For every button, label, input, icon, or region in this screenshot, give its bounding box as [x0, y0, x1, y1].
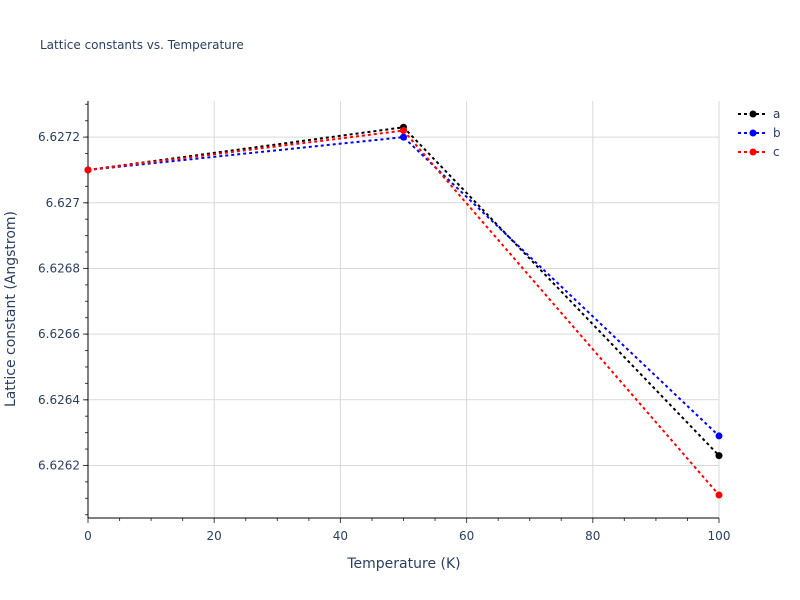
data-point-a[interactable] — [715, 452, 723, 460]
y-tick-label: 6.6262 — [38, 458, 80, 472]
series-line-c — [87, 129, 720, 496]
legend-item-b[interactable]: b — [738, 126, 781, 140]
y-tick-label: 6.6272 — [38, 130, 80, 144]
y-tick-label: 6.6266 — [38, 327, 80, 341]
data-point-b[interactable] — [715, 432, 723, 440]
chart-title: Lattice constants vs. Temperature — [40, 38, 244, 52]
series-line-b — [87, 136, 720, 437]
x-axis-title: Temperature (K) — [346, 556, 460, 572]
legend-marker-icon — [749, 110, 757, 118]
legend-label: a — [773, 107, 780, 121]
data-point-c[interactable] — [84, 166, 92, 174]
data-point-b[interactable] — [400, 133, 407, 141]
data-point-c[interactable] — [715, 491, 723, 499]
data-point-c[interactable] — [400, 127, 407, 135]
y-tick-label: 6.6268 — [38, 261, 80, 275]
legend[interactable]: abc — [738, 107, 781, 159]
series-line-a — [87, 126, 720, 457]
x-tick-label: 40 — [333, 529, 348, 543]
y-tick-label: 6.6264 — [38, 393, 80, 407]
legend-marker-icon — [749, 148, 757, 156]
x-tick-label: 20 — [207, 529, 222, 543]
x-tick-label: 60 — [459, 529, 474, 543]
x-tick-label: 80 — [585, 529, 600, 543]
data-series — [84, 123, 723, 499]
legend-item-c[interactable]: c — [738, 145, 780, 159]
legend-label: c — [773, 145, 780, 159]
legend-marker-icon — [749, 129, 757, 137]
x-tick-label: 100 — [708, 529, 731, 543]
axes: 0 20 40 60 80 100 6.6262 6.6264 6.6266 6.6268 6.62… — [38, 101, 730, 543]
x-tick-label: 0 — [84, 529, 92, 543]
legend-label: b — [773, 126, 781, 140]
y-tick-label: 6.627 — [46, 196, 80, 210]
legend-item-a[interactable]: a — [738, 107, 780, 121]
grid-lines — [88, 101, 720, 518]
y-axis-title: Lattice constant (Angstrom) — [3, 211, 19, 407]
